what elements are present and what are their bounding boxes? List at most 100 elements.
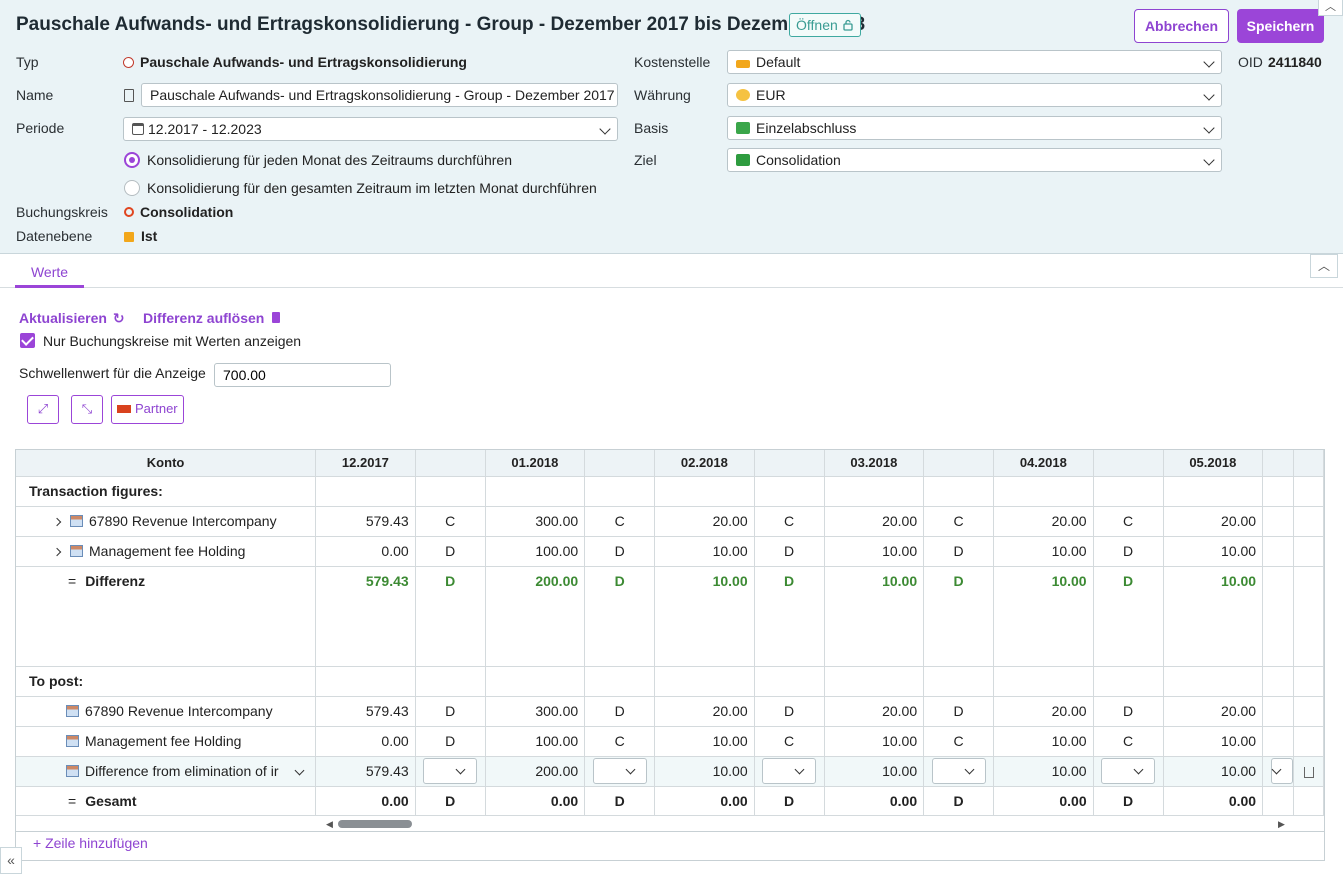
horizontal-scrollbar[interactable]: ◀ ▶ bbox=[16, 815, 1324, 831]
ziel-select[interactable]: Consolidation bbox=[727, 148, 1222, 172]
dc-cell: D bbox=[923, 696, 995, 727]
periode-value: 12.2017 - 12.2023 bbox=[148, 121, 262, 137]
chevron-right-icon[interactable] bbox=[52, 517, 62, 527]
col-header-month[interactable]: 05.2018 bbox=[1163, 450, 1264, 477]
radio-monthly[interactable] bbox=[124, 152, 140, 168]
tab-werte[interactable]: Werte bbox=[15, 264, 84, 288]
value-cell: 10.00 bbox=[1163, 726, 1264, 757]
table-row[interactable]: Management fee Holding 0.00 D 100.00 C 10.… bbox=[16, 726, 1324, 757]
expand-all-button[interactable]: ⤢ bbox=[27, 395, 59, 424]
delete-cell bbox=[1293, 756, 1324, 787]
dc-cell: C bbox=[584, 726, 656, 757]
value-input[interactable]: 10.00 bbox=[654, 756, 755, 787]
add-row-link[interactable]: + Zeile hinzufügen bbox=[15, 832, 1325, 861]
currency-coins-icon bbox=[736, 89, 750, 101]
dc-cell: C bbox=[415, 506, 486, 537]
collapse-panel-icon[interactable]: ︿ bbox=[1310, 254, 1338, 278]
account-label: Management fee Holding bbox=[89, 543, 246, 559]
dc-select-cell bbox=[1262, 756, 1295, 787]
value-input[interactable]: 10.00 bbox=[1163, 756, 1264, 787]
dc-select[interactable] bbox=[931, 758, 986, 784]
kostenstelle-select[interactable]: Default bbox=[727, 50, 1222, 74]
value-input[interactable]: 200.00 bbox=[485, 756, 586, 787]
dc-cell: D bbox=[584, 566, 656, 667]
waehrung-select[interactable]: EUR bbox=[727, 83, 1222, 107]
scroll-right-icon[interactable]: ▶ bbox=[1278, 819, 1285, 829]
table-row[interactable]: 67890 Revenue Intercompany 579.43 D 300.0… bbox=[16, 696, 1324, 727]
value-cell: 300.00 bbox=[485, 696, 586, 727]
col-header-month[interactable]: 02.2018 bbox=[654, 450, 755, 477]
dc-cell: D bbox=[754, 536, 825, 567]
open-status-badge[interactable]: Öffnen bbox=[789, 13, 861, 37]
basis-select[interactable]: Einzelabschluss bbox=[727, 116, 1222, 140]
scrollbar-thumb[interactable] bbox=[338, 820, 412, 828]
col-header-konto[interactable]: Konto bbox=[16, 450, 317, 477]
chevron-down-icon bbox=[1203, 122, 1215, 134]
value-input[interactable]: 10.00 bbox=[993, 756, 1094, 787]
dc-select[interactable] bbox=[592, 758, 647, 784]
dc-cell: D bbox=[415, 536, 486, 567]
refresh-link[interactable]: Aktualisieren ↻ bbox=[19, 310, 125, 327]
threshold-input[interactable] bbox=[214, 363, 391, 387]
value-cell: 10.00 bbox=[824, 536, 925, 567]
periode-select[interactable]: 12.2017 - 12.2023 bbox=[123, 117, 618, 141]
dc-select[interactable] bbox=[1271, 758, 1293, 784]
scroll-left-icon[interactable]: ◀ bbox=[326, 819, 333, 829]
ziel-value: Consolidation bbox=[756, 152, 841, 168]
account-label: Management fee Holding bbox=[85, 733, 242, 749]
col-header-month[interactable]: 04.2018 bbox=[993, 450, 1094, 477]
value-cell: 20.00 bbox=[993, 696, 1094, 727]
collapse-sidebar-icon[interactable]: « bbox=[0, 847, 22, 874]
dc-cell: D bbox=[754, 786, 825, 817]
save-button[interactable]: Speichern bbox=[1237, 9, 1324, 43]
cancel-button[interactable]: Abbrechen bbox=[1134, 9, 1229, 43]
kostenstelle-label: Kostenstelle bbox=[634, 54, 711, 70]
value-input[interactable]: 10.00 bbox=[824, 756, 925, 787]
table-row[interactable]: Management fee Holding 0.00 D 100.00 D 10.… bbox=[16, 536, 1324, 567]
dc-cell: D bbox=[923, 566, 995, 667]
dc-cell: C bbox=[754, 726, 825, 757]
waehrung-value: EUR bbox=[756, 87, 786, 103]
partner-button[interactable]: Partner bbox=[111, 395, 184, 424]
radio-total-label: Konsolidierung für den gesamten Zeitraum… bbox=[147, 180, 597, 196]
name-field[interactable] bbox=[141, 83, 618, 107]
typ-value-text: Pauschale Aufwands- und Ertragskonsolidi… bbox=[140, 54, 467, 70]
dc-cell: D bbox=[923, 536, 995, 567]
account-select-cell[interactable]: Difference from elimination of ir bbox=[16, 756, 317, 787]
radio-total-period[interactable] bbox=[124, 180, 140, 196]
equals-sign: = bbox=[68, 572, 77, 589]
difference-cell: = Differenz bbox=[16, 566, 317, 667]
account-icon bbox=[66, 765, 79, 777]
chevron-down-icon bbox=[1203, 89, 1215, 101]
waehrung-label: Währung bbox=[634, 87, 691, 103]
value-cell: 10.00 bbox=[654, 566, 755, 667]
table-row[interactable]: 67890 Revenue Intercompany 579.43 C 300.0… bbox=[16, 506, 1324, 537]
col-header-month[interactable]: 03.2018 bbox=[824, 450, 925, 477]
page-title: Pauschale Aufwands- und Ertragskonsolidi… bbox=[16, 14, 866, 35]
value-cell: 0.00 bbox=[315, 786, 416, 817]
chevron-right-icon[interactable] bbox=[52, 547, 62, 557]
col-header-month[interactable]: 12.2017 bbox=[315, 450, 416, 477]
chevron-down-icon[interactable] bbox=[294, 765, 305, 775]
dc-cell: D bbox=[584, 696, 656, 727]
buchungskreis-text: Consolidation bbox=[140, 204, 234, 220]
col-header-month[interactable]: 01.2018 bbox=[485, 450, 586, 477]
resolve-difference-link[interactable]: Differenz auflösen bbox=[143, 310, 281, 326]
dc-select[interactable] bbox=[762, 758, 817, 784]
chevron-down-icon bbox=[599, 123, 611, 135]
radio-monthly-label: Konsolidierung für jeden Monat des Zeitr… bbox=[147, 152, 512, 168]
collapse-header-icon[interactable]: ︿ bbox=[1318, 0, 1343, 16]
dc-cell: D bbox=[415, 566, 486, 667]
dc-select[interactable] bbox=[1101, 758, 1156, 784]
expand-icon: ⤢ bbox=[37, 401, 49, 416]
trash-icon[interactable] bbox=[1303, 766, 1314, 778]
dc-cell: C bbox=[923, 506, 995, 537]
dc-select[interactable] bbox=[423, 758, 478, 784]
value-cell: 0.00 bbox=[1163, 786, 1264, 817]
only-with-values-checkbox[interactable] bbox=[20, 333, 35, 348]
value-input[interactable]: 579.43 bbox=[315, 756, 416, 787]
collapse-all-button[interactable]: ⤡ bbox=[71, 395, 103, 424]
data-level-icon bbox=[124, 232, 134, 242]
table-row[interactable]: Difference from elimination of ir 579.43… bbox=[16, 756, 1324, 787]
section-label: To post: bbox=[16, 666, 317, 697]
